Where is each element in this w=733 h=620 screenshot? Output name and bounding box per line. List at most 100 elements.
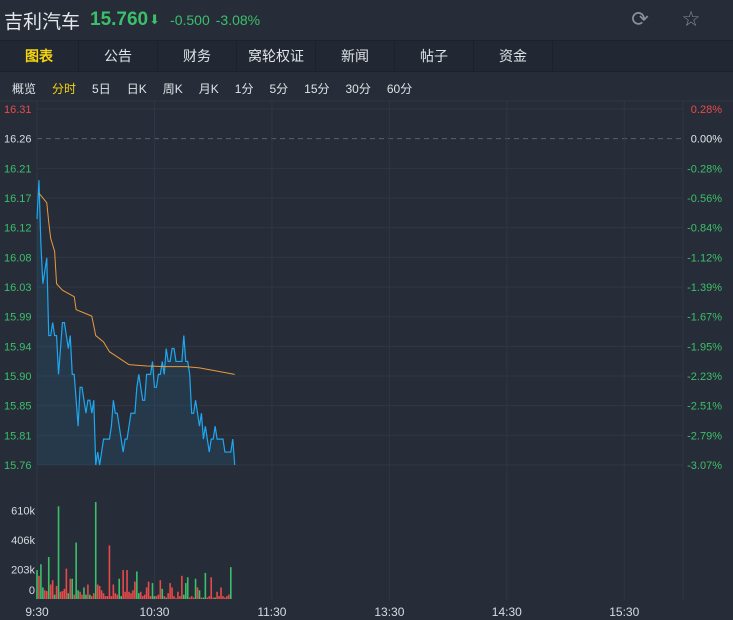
stock-price: 15.760 bbox=[90, 9, 149, 30]
volume-bar bbox=[218, 596, 220, 599]
y-tick-left: 15.94 bbox=[4, 341, 32, 353]
stock-name: 吉利汽车 bbox=[4, 11, 81, 33]
tab-4[interactable]: 新闻 bbox=[316, 41, 395, 71]
volume-bar bbox=[75, 542, 77, 599]
volume-bar bbox=[145, 587, 148, 599]
volume-bar bbox=[198, 590, 201, 599]
tab-2[interactable]: 财务 bbox=[158, 41, 237, 71]
y-tick-left: 16.17 bbox=[4, 193, 32, 205]
volume-bar bbox=[36, 570, 38, 599]
average-price-line bbox=[38, 192, 235, 375]
volume-bar bbox=[67, 593, 70, 599]
price-line bbox=[36, 180, 236, 466]
volume-bar bbox=[161, 588, 164, 599]
volume-bar bbox=[141, 596, 144, 599]
price-area bbox=[37, 180, 235, 465]
period-tab-7[interactable]: 5分 bbox=[269, 81, 289, 96]
stock-header: 吉利汽车 15.760 ⬇ -0.500 -3.08% bbox=[0, 0, 733, 40]
volume-bar bbox=[89, 594, 91, 599]
y-tick-left: 15.99 bbox=[4, 312, 32, 324]
volume-bar bbox=[83, 587, 85, 599]
volume-bar bbox=[87, 584, 89, 599]
volume-bar bbox=[177, 591, 179, 599]
volume-bar bbox=[226, 596, 228, 599]
volume-tick: 406k bbox=[11, 535, 35, 547]
volume-bar bbox=[108, 545, 111, 599]
volume-bar bbox=[139, 591, 142, 599]
period-tab-3[interactable]: 日K bbox=[126, 81, 147, 96]
volume-bar bbox=[112, 584, 115, 599]
volume-bar bbox=[190, 596, 193, 599]
tab-5[interactable]: 帖子 bbox=[395, 41, 474, 71]
star-icon[interactable]: ☆ bbox=[681, 8, 701, 31]
volume-bar bbox=[165, 597, 167, 599]
volume-tick: 610k bbox=[11, 506, 35, 518]
period-tab-6[interactable]: 1分 bbox=[234, 81, 254, 96]
volume-tick: 0 bbox=[29, 585, 35, 597]
volume-bar bbox=[40, 564, 42, 599]
volume-bar bbox=[228, 594, 230, 599]
volume-bar bbox=[208, 596, 211, 599]
volume-bar bbox=[51, 580, 54, 599]
x-tick: 13:30 bbox=[374, 605, 404, 619]
tab-6[interactable]: 资金 bbox=[474, 41, 553, 71]
volume-bar bbox=[96, 584, 99, 599]
volume-bar bbox=[155, 596, 158, 599]
y-tick-right: 0.28% bbox=[691, 104, 722, 116]
volume-bar bbox=[44, 590, 46, 599]
volume-bar bbox=[49, 584, 52, 599]
volume-bar bbox=[175, 598, 177, 599]
volume-bar bbox=[212, 597, 214, 599]
period-tab-2[interactable]: 5日 bbox=[92, 81, 111, 96]
volume-bar bbox=[216, 591, 218, 599]
volume-bar bbox=[206, 597, 209, 599]
x-tick: 15:30 bbox=[609, 605, 639, 619]
volume-bar bbox=[153, 596, 156, 599]
y-tick-right: 0.00% bbox=[691, 134, 722, 146]
volume-bar bbox=[106, 596, 109, 599]
volume-bar bbox=[147, 581, 150, 599]
y-tick-right: -2.23% bbox=[687, 371, 722, 383]
y-tick-left: 16.26 bbox=[4, 134, 32, 146]
volume-bar bbox=[169, 583, 171, 599]
y-tick-right: -1.12% bbox=[687, 252, 722, 264]
period-tab-4[interactable]: 周K bbox=[162, 81, 183, 96]
volume-bar bbox=[220, 587, 222, 599]
volume-bar bbox=[69, 578, 72, 599]
volume-bar bbox=[183, 594, 185, 599]
volume-bar bbox=[126, 570, 128, 599]
volume-bar bbox=[124, 591, 126, 599]
volume-bar bbox=[91, 596, 93, 599]
volume-bar bbox=[120, 596, 122, 599]
period-tab-8[interactable]: 15分 bbox=[304, 81, 330, 96]
volume-bar bbox=[47, 557, 50, 599]
period-tab-9[interactable]: 30分 bbox=[345, 81, 371, 96]
volume-bar bbox=[188, 597, 191, 599]
refresh-icon[interactable]: ⟳ bbox=[631, 8, 649, 31]
volume-bar bbox=[118, 578, 121, 599]
period-tab-10[interactable]: 60分 bbox=[386, 81, 413, 96]
tab-0[interactable]: 图表 bbox=[0, 41, 79, 71]
period-tabs: 概览 分时 5日 日K 周K 月K 1分 5分 15分 30分 60分 bbox=[4, 76, 420, 100]
volume-bar bbox=[171, 587, 173, 599]
period-tab-1[interactable]: 分时 bbox=[52, 81, 77, 96]
period-tab-5[interactable]: 月K bbox=[198, 81, 219, 96]
y-tick-right: -1.39% bbox=[687, 282, 722, 294]
tab-3[interactable]: 窝轮权证 bbox=[237, 41, 316, 71]
volume-bar bbox=[63, 588, 66, 599]
volume-bar bbox=[159, 580, 162, 599]
volume-bar bbox=[81, 594, 83, 599]
volume-bar bbox=[214, 597, 216, 599]
tab-1[interactable]: 公告 bbox=[79, 41, 158, 71]
volume-bar bbox=[200, 597, 203, 599]
volume-bar bbox=[151, 583, 154, 599]
volume-bar bbox=[134, 581, 136, 599]
y-tick-right: -1.95% bbox=[687, 341, 722, 353]
volume-bar bbox=[100, 590, 103, 599]
y-tick-left: 15.76 bbox=[4, 460, 32, 472]
volume-bar bbox=[122, 570, 124, 599]
period-tab-0[interactable]: 概览 bbox=[12, 81, 37, 96]
y-tick-right: -0.56% bbox=[687, 193, 722, 205]
volume-bar bbox=[192, 597, 195, 599]
